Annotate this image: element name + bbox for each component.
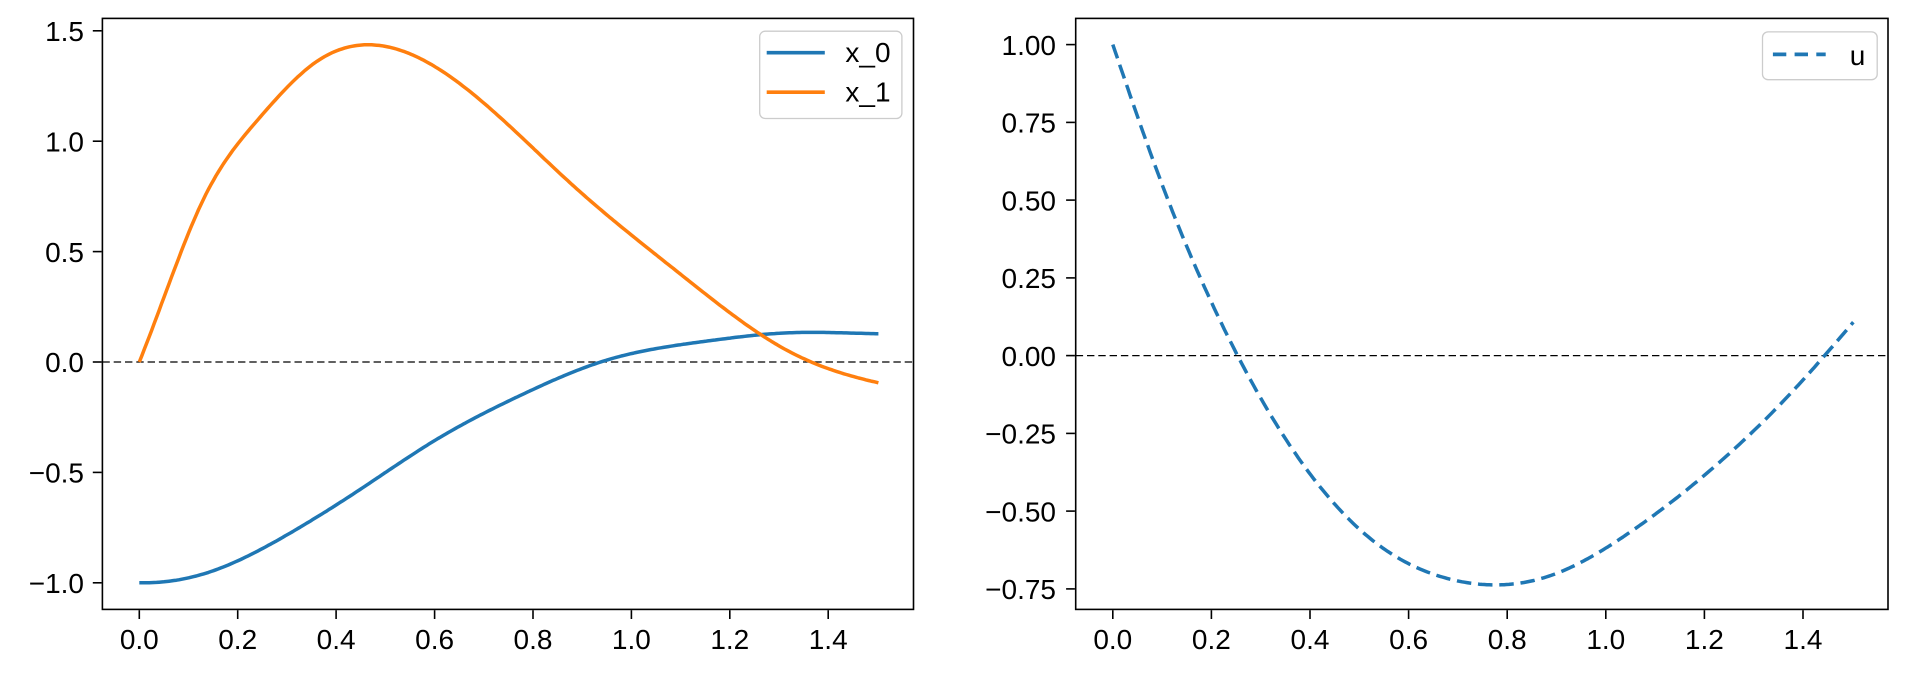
svg-text:1.2: 1.2 xyxy=(710,624,749,655)
svg-text:1.0: 1.0 xyxy=(1586,624,1625,655)
svg-text:0.0: 0.0 xyxy=(120,624,159,655)
svg-text:0.4: 0.4 xyxy=(1291,624,1330,655)
svg-text:0.8: 0.8 xyxy=(514,624,553,655)
svg-text:0.00: 0.00 xyxy=(1002,341,1057,372)
svg-text:0.2: 0.2 xyxy=(218,624,257,655)
svg-text:x_1: x_1 xyxy=(845,77,890,108)
svg-text:0.4: 0.4 xyxy=(317,624,356,655)
svg-text:0.50: 0.50 xyxy=(1002,185,1057,216)
svg-text:x_0: x_0 xyxy=(845,37,890,68)
svg-text:−1.0: −1.0 xyxy=(29,568,84,599)
svg-text:u: u xyxy=(1850,40,1866,71)
svg-text:0.0: 0.0 xyxy=(1093,624,1132,655)
svg-text:−0.50: −0.50 xyxy=(985,496,1056,527)
svg-text:0.6: 0.6 xyxy=(1389,624,1428,655)
svg-text:1.0: 1.0 xyxy=(612,624,651,655)
svg-text:−0.75: −0.75 xyxy=(985,574,1056,605)
svg-text:−0.5: −0.5 xyxy=(29,458,84,489)
svg-text:1.5: 1.5 xyxy=(45,16,84,47)
svg-text:1.4: 1.4 xyxy=(1784,624,1823,655)
svg-text:0.8: 0.8 xyxy=(1488,624,1527,655)
svg-text:1.00: 1.00 xyxy=(1002,30,1057,61)
svg-text:0.75: 0.75 xyxy=(1002,108,1057,139)
svg-text:1.2: 1.2 xyxy=(1685,624,1724,655)
svg-text:−0.25: −0.25 xyxy=(985,419,1056,450)
svg-text:0.6: 0.6 xyxy=(415,624,454,655)
svg-text:1.4: 1.4 xyxy=(809,624,848,655)
svg-text:0.5: 0.5 xyxy=(45,237,84,268)
svg-text:0.25: 0.25 xyxy=(1002,263,1057,294)
svg-text:1.0: 1.0 xyxy=(45,126,84,157)
svg-text:0.0: 0.0 xyxy=(45,347,84,378)
svg-text:0.2: 0.2 xyxy=(1192,624,1231,655)
